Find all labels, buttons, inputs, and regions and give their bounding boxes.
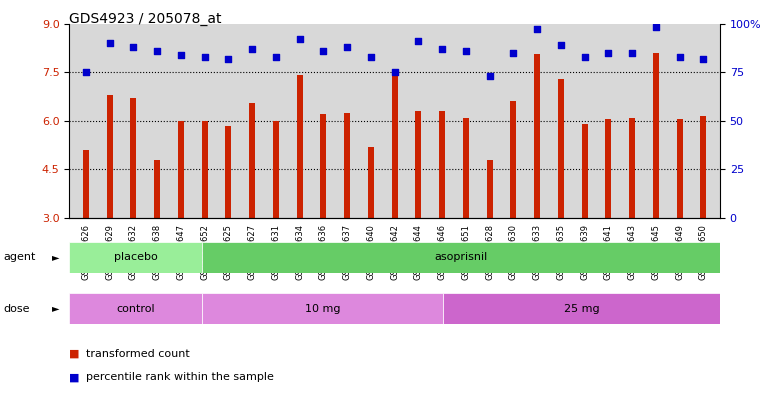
Point (626, 50, 638, 56)
Bar (677, 119, 682, 218)
Bar (202, 293, 443, 324)
Bar (344, 113, 350, 218)
Text: ►: ► (52, 303, 60, 314)
Bar (511, 101, 517, 218)
Bar (83, 150, 89, 218)
Text: GDS4923 / 205078_at: GDS4923 / 205078_at (69, 12, 222, 26)
Bar (296, 75, 303, 218)
Bar (701, 116, 706, 218)
Text: placebo: placebo (114, 252, 157, 263)
Point (223, 55, 235, 62)
Bar (368, 147, 374, 218)
Point (674, 53, 686, 60)
Bar (202, 121, 208, 218)
Bar (581, 124, 588, 218)
Bar (415, 111, 421, 218)
Point (127, 44, 139, 50)
Text: percentile rank within the sample: percentile rank within the sample (86, 372, 274, 382)
Point (460, 48, 472, 54)
Bar (202, 242, 720, 273)
Bar (249, 103, 255, 218)
Point (151, 48, 163, 54)
Text: asoprisnil: asoprisnil (434, 252, 487, 263)
Point (341, 44, 353, 50)
Text: 10 mg: 10 mg (305, 303, 340, 314)
Bar (107, 95, 112, 218)
Point (484, 73, 496, 79)
Bar (558, 79, 564, 218)
Point (436, 46, 448, 52)
Bar (487, 160, 493, 218)
Point (602, 50, 614, 56)
Point (554, 42, 567, 48)
Point (365, 53, 377, 60)
Point (246, 46, 258, 52)
Point (175, 51, 187, 58)
Bar (605, 119, 611, 218)
Text: agent: agent (4, 252, 36, 263)
Text: control: control (116, 303, 155, 314)
Point (531, 26, 544, 33)
Bar (534, 54, 540, 218)
Bar (178, 121, 184, 218)
Bar (154, 160, 160, 218)
Text: ■: ■ (69, 372, 80, 382)
Text: 25 mg: 25 mg (564, 303, 599, 314)
Point (199, 53, 211, 60)
Bar (443, 293, 720, 324)
Bar (463, 118, 469, 218)
Point (80, 69, 92, 75)
Bar (226, 126, 231, 218)
Text: ►: ► (52, 252, 60, 263)
Bar (653, 53, 659, 218)
Point (389, 69, 401, 75)
Text: ■: ■ (69, 349, 80, 359)
Point (293, 36, 306, 42)
Bar (320, 114, 326, 218)
Point (317, 48, 330, 54)
Point (270, 53, 282, 60)
Bar (130, 98, 136, 218)
Bar (392, 74, 397, 218)
Bar (69, 293, 202, 324)
Text: dose: dose (4, 303, 30, 314)
Bar (273, 121, 279, 218)
Bar (629, 118, 635, 218)
Point (507, 50, 520, 56)
Bar (439, 111, 445, 218)
Point (103, 40, 116, 46)
Point (697, 55, 709, 62)
Point (578, 53, 591, 60)
Text: transformed count: transformed count (86, 349, 190, 359)
Point (650, 24, 662, 31)
Point (412, 38, 424, 44)
Bar (69, 242, 202, 273)
